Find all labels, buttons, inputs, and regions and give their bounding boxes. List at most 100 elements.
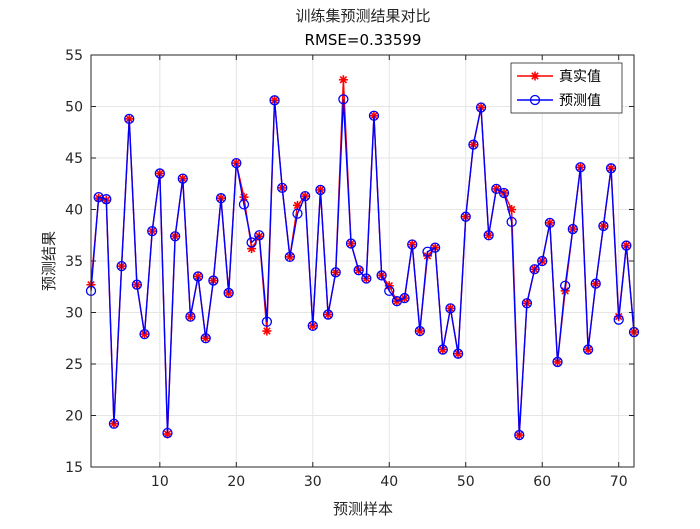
predicted-value-point [246,237,257,248]
axis-ticks: 10 20 30 40 50 60 70 15 20 25 30 35 40 45 50 55 [65,48,634,490]
y-tick-label: 55 [65,48,83,64]
y-tick-label: 35 [65,254,83,270]
asterisk-stroke [163,430,172,438]
asterisk-stroke [531,72,539,80]
x-tick-label: 40 [380,474,398,490]
predicted-value-point [498,187,510,199]
predicted-value-point [108,418,120,429]
y-tick-label: 15 [65,460,83,476]
predicted-value-point [322,309,334,320]
predicted-value-point [93,191,104,203]
predicted-value-point [384,285,395,297]
predicted-value-point [330,267,341,278]
predicted-value-point [552,356,563,368]
predicted-value-point [445,303,456,314]
predicted-value-point [215,193,227,204]
x-tick-label: 60 [533,474,551,490]
predicted-value-point [430,242,441,253]
true-value-point [338,75,348,85]
predicted-value-point [537,255,548,267]
predicted-value-point [124,113,135,125]
predicted-value-point [315,184,326,196]
predicted-value-point [269,95,280,106]
predicted-value-point [582,344,594,355]
predicted-value-point [231,157,242,169]
legend-true-value-label: 真实值 [559,69,601,85]
predicted-value-point [483,230,494,241]
predicted-value-point [292,208,303,219]
predicted-value-point [560,280,571,291]
predicted-value-point [407,239,418,250]
predicted-value-point [399,292,410,304]
asterisk-stroke [263,327,271,335]
true-value-point [262,326,272,336]
predicted-value-point [299,190,311,202]
predicted-value-point [544,217,556,229]
predicted-value-point [460,211,471,222]
y-tick-label: 50 [65,100,83,116]
predicted-value-series-line [90,99,635,436]
predicted-value-point [437,344,448,355]
x-tick-label: 10 [151,474,169,490]
x-axis-label: 预测样本 [333,500,393,518]
predicted-value-point [223,287,234,299]
x-tick-label: 70 [610,474,628,490]
predicted-value-point [338,94,349,105]
predicted-value-point [238,199,250,210]
asterisk-stroke [293,201,302,210]
y-tick-label: 25 [65,357,83,373]
predicted-value-point [491,183,502,195]
chart-subtitle: RMSE=0.33599 [305,31,422,49]
plot-frame [90,54,635,468]
predicted-value-point [284,251,295,263]
predicted-value-point [345,238,357,249]
predicted-value-point [147,225,158,237]
predicted-value-point [613,314,624,325]
predicted-value-point [101,194,112,205]
y-tick-label: 20 [65,409,83,425]
predicted-value-point [162,427,173,439]
predicted-value-point [475,102,487,113]
predicted-value-point [529,264,540,275]
legend-predicted-value-label: 预测值 [559,93,601,109]
predicted-value-point [177,173,188,184]
predicted-value-point [361,273,372,284]
predicted-value-point [139,328,150,340]
predicted-value-point [506,216,517,228]
predicted-value-point [254,230,265,241]
asterisk-stroke [339,75,348,84]
x-tick-label: 20 [227,474,245,490]
predicted-value-point [200,333,211,344]
predicted-value-point [621,240,632,251]
predicted-value-point [605,163,617,174]
predicted-value-point [567,223,578,235]
predicted-value-point [514,429,525,441]
predicted-value-point [185,311,196,322]
predicted-value-point [277,182,288,194]
predicted-value-point [208,275,219,286]
predicted-value-point [368,110,380,121]
x-tick-label: 50 [457,474,475,490]
y-axis-label: 预测结果 [40,231,58,291]
predicted-value-point [116,260,127,272]
predicted-value-point [169,231,181,242]
predicted-value-point [422,246,433,257]
data-series [85,75,640,441]
y-tick-label: 45 [65,151,83,167]
predicted-value-point [154,168,165,179]
legend-true-value-marker [530,71,540,81]
x-tick-label: 30 [304,474,322,490]
predicted-value-point [261,316,273,327]
predicted-value-point [452,348,464,359]
legend-box [510,62,623,114]
predicted-value-point [307,320,318,332]
predicted-value-point [468,139,479,150]
predicted-value-point [353,265,364,276]
y-tick-label: 30 [65,306,83,322]
predicted-value-point [414,325,426,337]
chart-title: 训练集预测结果对比 [295,7,430,25]
predicted-value-point [376,270,387,281]
predicted-value-point [598,220,609,232]
